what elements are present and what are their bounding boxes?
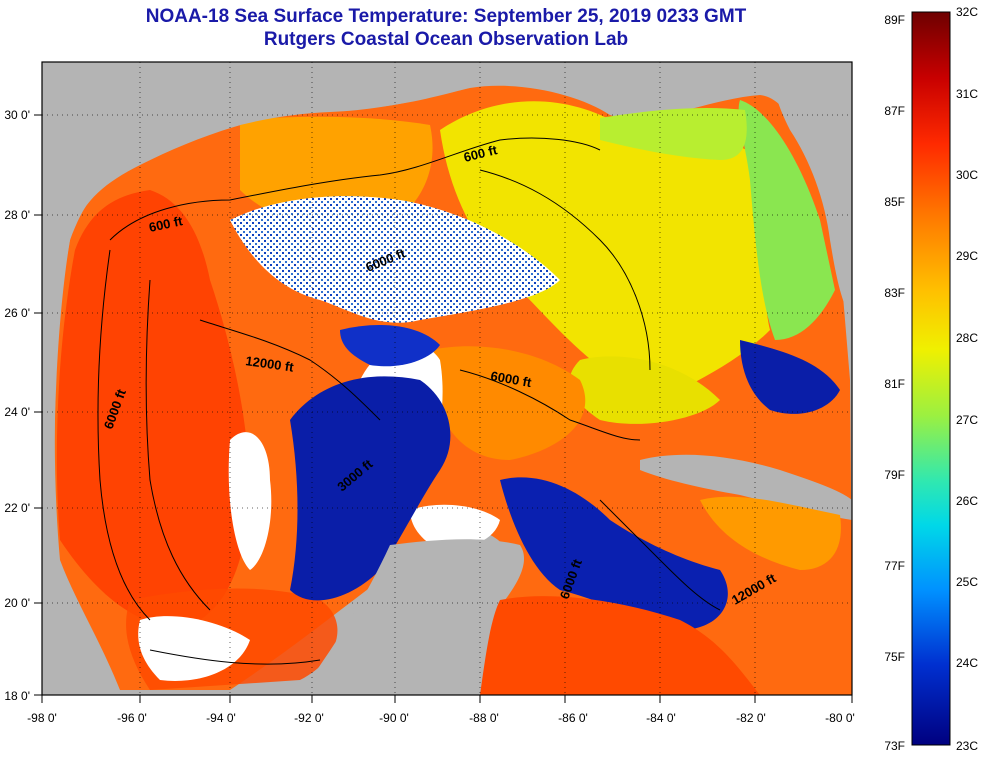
florida-shelf [738,100,835,340]
graticule [42,62,852,695]
lon-tick-label: -94 0' [206,711,236,725]
lon-tick-label: -86 0' [558,711,588,725]
caribbean-orange [700,496,841,570]
lat-tick-label: 26 0' [4,306,30,320]
colorbar-c-label: 28C [956,331,978,345]
cool-patch-4 [740,340,840,414]
lat-tick-label: 18 0' [4,689,30,703]
lon-tick-label: -90 0' [379,711,409,725]
colorbar-c-label: 30C [956,168,978,182]
yellow-east-2 [569,356,720,424]
colorbar-f-label: 77F [884,559,905,573]
map-area: 600 ft 600 ft 6000 ft 12000 ft 6000 ft 6… [42,62,852,695]
colorbar-c-label: 23C [956,739,978,753]
lat-tick-label: 22 0' [4,501,30,515]
lon-tick-label: -92 0' [294,711,324,725]
lon-tick-label: -96 0' [117,711,147,725]
colorbar-f-label: 89F [884,13,905,27]
north-coast-land [42,62,770,695]
yucatan-land [300,539,525,695]
colorbar-f-label: 85F [884,195,905,209]
contour-label: 12000 ft [245,353,296,375]
cool-patch-3 [340,325,440,367]
lon-tick-label: -98 0' [27,711,57,725]
warm-caribbean [480,596,760,695]
lat-tick-label: 24 0' [4,405,30,419]
cloud-west [228,432,272,570]
florida-land [770,62,852,320]
lon-tick-label: -84 0' [646,711,676,725]
colorbar-fahrenheit-labels: 89F 87F 85F 83F 81F 79F 77F 75F 73F [884,13,905,753]
colorbar-celsius-labels: 32C 31C 30C 29C 28C 27C 26C 25C 24C 23C [956,5,978,753]
colorbar [911,11,951,746]
colorbar-f-label: 87F [884,104,905,118]
colorbar-c-label: 31C [956,87,978,101]
lon-tick-label: -82 0' [736,711,766,725]
tick-marks [34,114,853,703]
colorbar-c-label: 24C [956,656,978,670]
colorbar-f-label: 73F [884,739,905,753]
lon-tick-label: -88 0' [469,711,499,725]
colorbar-f-label: 83F [884,286,905,300]
colorbar-c-label: 25C [956,575,978,589]
colorbar-f-label: 79F [884,468,905,482]
orange-central-2 [430,346,586,460]
lon-tick-labels: -98 0' -96 0' -94 0' -92 0' -90 0' -88 0… [27,711,855,725]
cuba-land [640,454,852,520]
map-subtitle: Rutgers Coastal Ocean Observation Lab [263,29,629,50]
cool-patch-2 [500,477,728,630]
colorbar-c-label: 29C [956,249,978,263]
warm-west [56,190,250,626]
colorbar-c-label: 26C [956,494,978,508]
colorbar-f-label: 75F [884,650,905,664]
lat-tick-label: 30 0' [4,108,30,122]
contour-label: 6000 ft [489,368,533,390]
colorbar-f-label: 81F [884,377,905,391]
map-frame [41,61,853,696]
colorbar-c-label: 32C [956,5,978,19]
lat-tick-label: 28 0' [4,208,30,222]
contour-label: 600 ft [148,213,185,235]
lat-tick-labels: 18 0' 20 0' 22 0' 24 0' 26 0' 28 0' 30 0… [4,108,30,703]
cloud-sw [138,616,250,681]
bathymetry-contours [97,137,721,665]
cloud-yucatan [410,504,500,550]
florida-shelf-north [600,107,747,160]
lon-tick-label: -80 0' [825,711,855,725]
colorbar-c-label: 27C [956,413,978,427]
map-title: NOAA-18 Sea Surface Temperature: Septemb… [145,6,747,27]
lat-tick-label: 20 0' [4,596,30,610]
cool-patch-1 [290,376,451,601]
yellow-east [440,101,770,400]
